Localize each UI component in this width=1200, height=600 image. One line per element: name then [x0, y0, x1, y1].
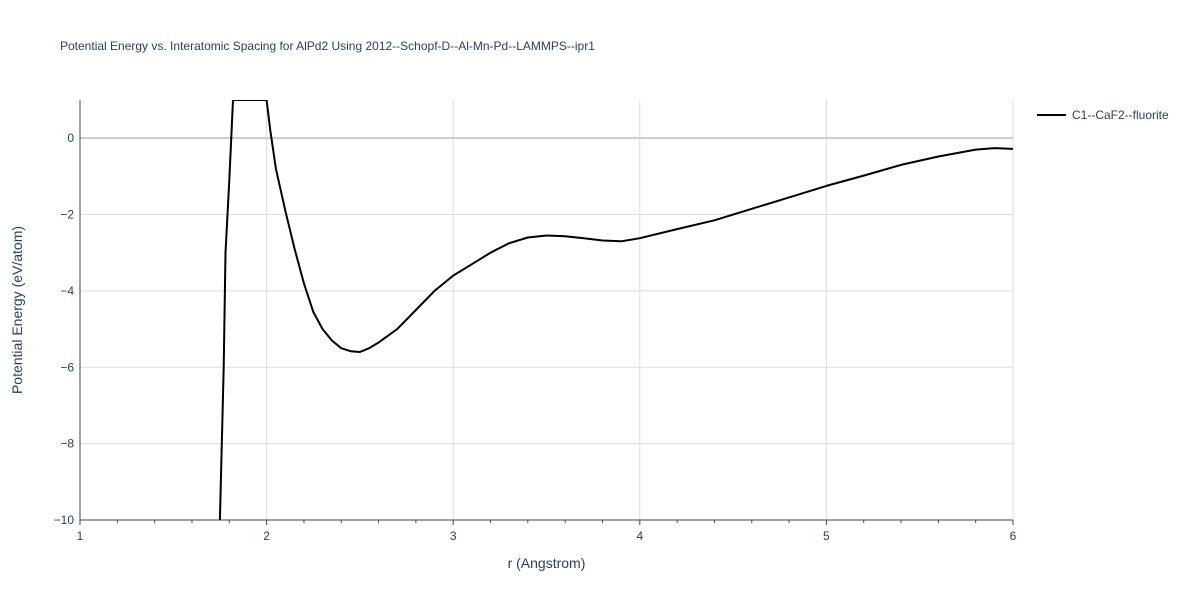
y-tick-label: −4: [60, 284, 74, 298]
y-tick-label: −2: [60, 208, 74, 222]
series-layer: [218, 100, 1013, 520]
x-tick-label: 1: [77, 529, 84, 543]
legend[interactable]: C1--CaF2--fluorite: [1037, 108, 1169, 122]
x-tick-label: 5: [823, 529, 830, 543]
x-tick-label: 3: [450, 529, 457, 543]
series-line-0: [218, 100, 1013, 520]
y-tick-label: −6: [60, 360, 74, 374]
chart-title: Potential Energy vs. Interatomic Spacing…: [60, 39, 595, 53]
x-tick-label: 6: [1010, 529, 1017, 543]
y-tick-label: 0: [67, 131, 74, 145]
y-axis-title: Potential Energy (eV/atom): [9, 226, 25, 394]
legend-label: C1--CaF2--fluorite: [1072, 108, 1169, 122]
x-axis-title: r (Angstrom): [508, 555, 586, 571]
y-tick-label: −8: [60, 437, 74, 451]
grid-lines: [80, 100, 1014, 520]
x-tick-label: 2: [263, 529, 270, 543]
axes: 1 2 3 4 5 6 0 −2 −4 −6 −8 −10: [54, 100, 1017, 543]
x-tick-label: 4: [636, 529, 643, 543]
y-tick-label: −10: [54, 513, 75, 527]
